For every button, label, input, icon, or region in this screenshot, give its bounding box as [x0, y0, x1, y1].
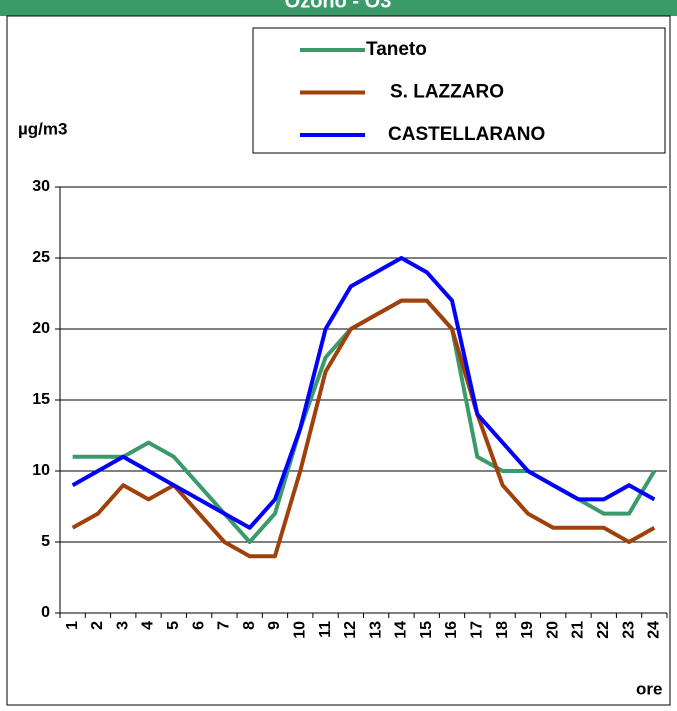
x-tick-label: 2 [89, 621, 106, 630]
x-tick-label: 10 [291, 621, 308, 639]
x-tick-label: 5 [165, 621, 182, 630]
x-tick-label: 14 [393, 621, 410, 639]
x-tick-label: 17 [469, 621, 486, 639]
x-tick-label: 1 [64, 621, 81, 630]
x-tick-label: 6 [190, 621, 207, 630]
x-tick-label: 16 [443, 621, 460, 639]
y-axis-label: µg/m3 [18, 119, 67, 138]
x-tick-label: 19 [519, 621, 536, 639]
x-tick-label: 3 [114, 621, 131, 630]
legend-label: S. LAZZARO [390, 82, 504, 103]
x-tick-label: 18 [494, 621, 511, 639]
y-tick-label: 5 [41, 533, 50, 550]
legend-label: Taneto [366, 39, 427, 60]
y-tick-label: 25 [32, 249, 50, 266]
x-tick-label: 9 [266, 621, 283, 630]
y-tick-label: 20 [32, 320, 50, 337]
x-tick-label: 8 [241, 621, 258, 630]
chart-title: Ozono - O3 [285, 0, 392, 12]
series-line [71, 298, 656, 559]
x-tick-label: 12 [342, 621, 359, 639]
legend-label: CASTELLARANO [388, 124, 545, 145]
x-tick-label: 11 [317, 621, 334, 638]
x-tick-label: 13 [367, 621, 384, 639]
x-axis-label: ore [636, 679, 662, 698]
y-tick-label: 30 [32, 178, 50, 195]
y-tick-label: 10 [32, 462, 50, 479]
x-tick-label: 22 [595, 621, 612, 639]
x-tick-label: 21 [570, 621, 587, 639]
x-tick-label: 24 [646, 621, 663, 639]
header-bar [0, 0, 677, 16]
y-tick-label: 15 [32, 391, 50, 408]
x-tick-label: 15 [418, 621, 435, 639]
y-tick-label: 0 [41, 604, 50, 621]
x-tick-label: 23 [620, 621, 637, 639]
series-line [71, 256, 656, 530]
x-tick-label: 7 [216, 621, 233, 630]
x-tick-label: 4 [140, 621, 157, 630]
x-tick-label: 20 [544, 621, 561, 639]
